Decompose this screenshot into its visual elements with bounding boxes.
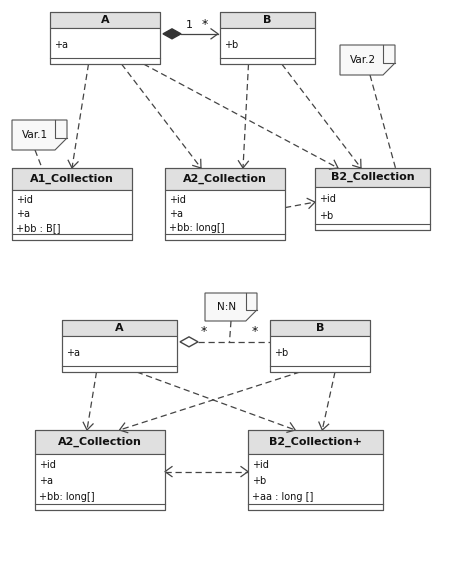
Bar <box>165 168 285 240</box>
Text: A1_Collection: A1_Collection <box>30 174 114 184</box>
Bar <box>165 189 285 240</box>
Text: N:N: N:N <box>217 302 237 312</box>
Text: +id: +id <box>39 460 56 470</box>
Bar <box>270 320 370 372</box>
Bar <box>315 168 430 187</box>
Bar <box>50 12 160 64</box>
Text: A: A <box>100 15 109 25</box>
Text: +id: +id <box>16 195 33 205</box>
Polygon shape <box>163 29 181 39</box>
Bar <box>220 28 315 64</box>
Bar <box>50 28 160 64</box>
Bar <box>35 430 165 510</box>
Text: B: B <box>316 323 324 333</box>
Bar <box>62 320 177 336</box>
Text: +a: +a <box>66 348 80 358</box>
Text: +a: +a <box>169 209 183 219</box>
Text: +a: +a <box>54 40 68 49</box>
Text: +id: +id <box>169 195 186 205</box>
Text: +aa : long []: +aa : long [] <box>252 492 313 502</box>
Bar <box>12 168 132 240</box>
Bar <box>12 189 132 240</box>
Bar <box>270 336 370 372</box>
Bar <box>50 12 160 28</box>
Bar <box>248 454 383 510</box>
Bar <box>248 430 383 510</box>
Polygon shape <box>12 120 67 150</box>
Text: A2_Collection: A2_Collection <box>183 174 267 184</box>
Text: B: B <box>264 15 272 25</box>
Text: *: * <box>252 325 258 338</box>
Polygon shape <box>340 45 395 75</box>
Bar <box>12 168 132 189</box>
Text: +a: +a <box>16 209 30 219</box>
Text: B2_Collection: B2_Collection <box>331 172 414 183</box>
Bar <box>220 12 315 64</box>
Text: +bb: long[]: +bb: long[] <box>169 223 225 234</box>
Text: *: * <box>202 18 208 31</box>
Bar <box>35 430 165 454</box>
Text: A: A <box>115 323 124 333</box>
Text: +b: +b <box>274 348 288 358</box>
Text: +b: +b <box>224 40 238 49</box>
Polygon shape <box>205 293 257 321</box>
Text: Var.1: Var.1 <box>22 130 48 140</box>
Bar <box>35 454 165 510</box>
Text: A2_Collection: A2_Collection <box>58 437 142 447</box>
Bar <box>62 320 177 372</box>
Polygon shape <box>180 337 198 347</box>
Text: B2_Collection+: B2_Collection+ <box>269 437 362 447</box>
Text: +a: +a <box>39 476 53 486</box>
Bar <box>165 168 285 189</box>
Bar <box>248 430 383 454</box>
Text: +bb: long[]: +bb: long[] <box>39 492 95 502</box>
Bar <box>315 168 430 230</box>
Text: +id: +id <box>319 194 336 204</box>
Text: +id: +id <box>252 460 269 470</box>
Text: +bb : B[]: +bb : B[] <box>16 223 61 234</box>
Bar <box>315 187 430 230</box>
Text: 1: 1 <box>186 20 193 30</box>
Text: *: * <box>201 325 207 338</box>
Text: Var.2: Var.2 <box>350 55 376 65</box>
Text: +b: +b <box>252 476 266 486</box>
Text: +b: +b <box>319 211 333 221</box>
Bar <box>220 12 315 28</box>
Bar <box>270 320 370 336</box>
Bar <box>62 336 177 372</box>
